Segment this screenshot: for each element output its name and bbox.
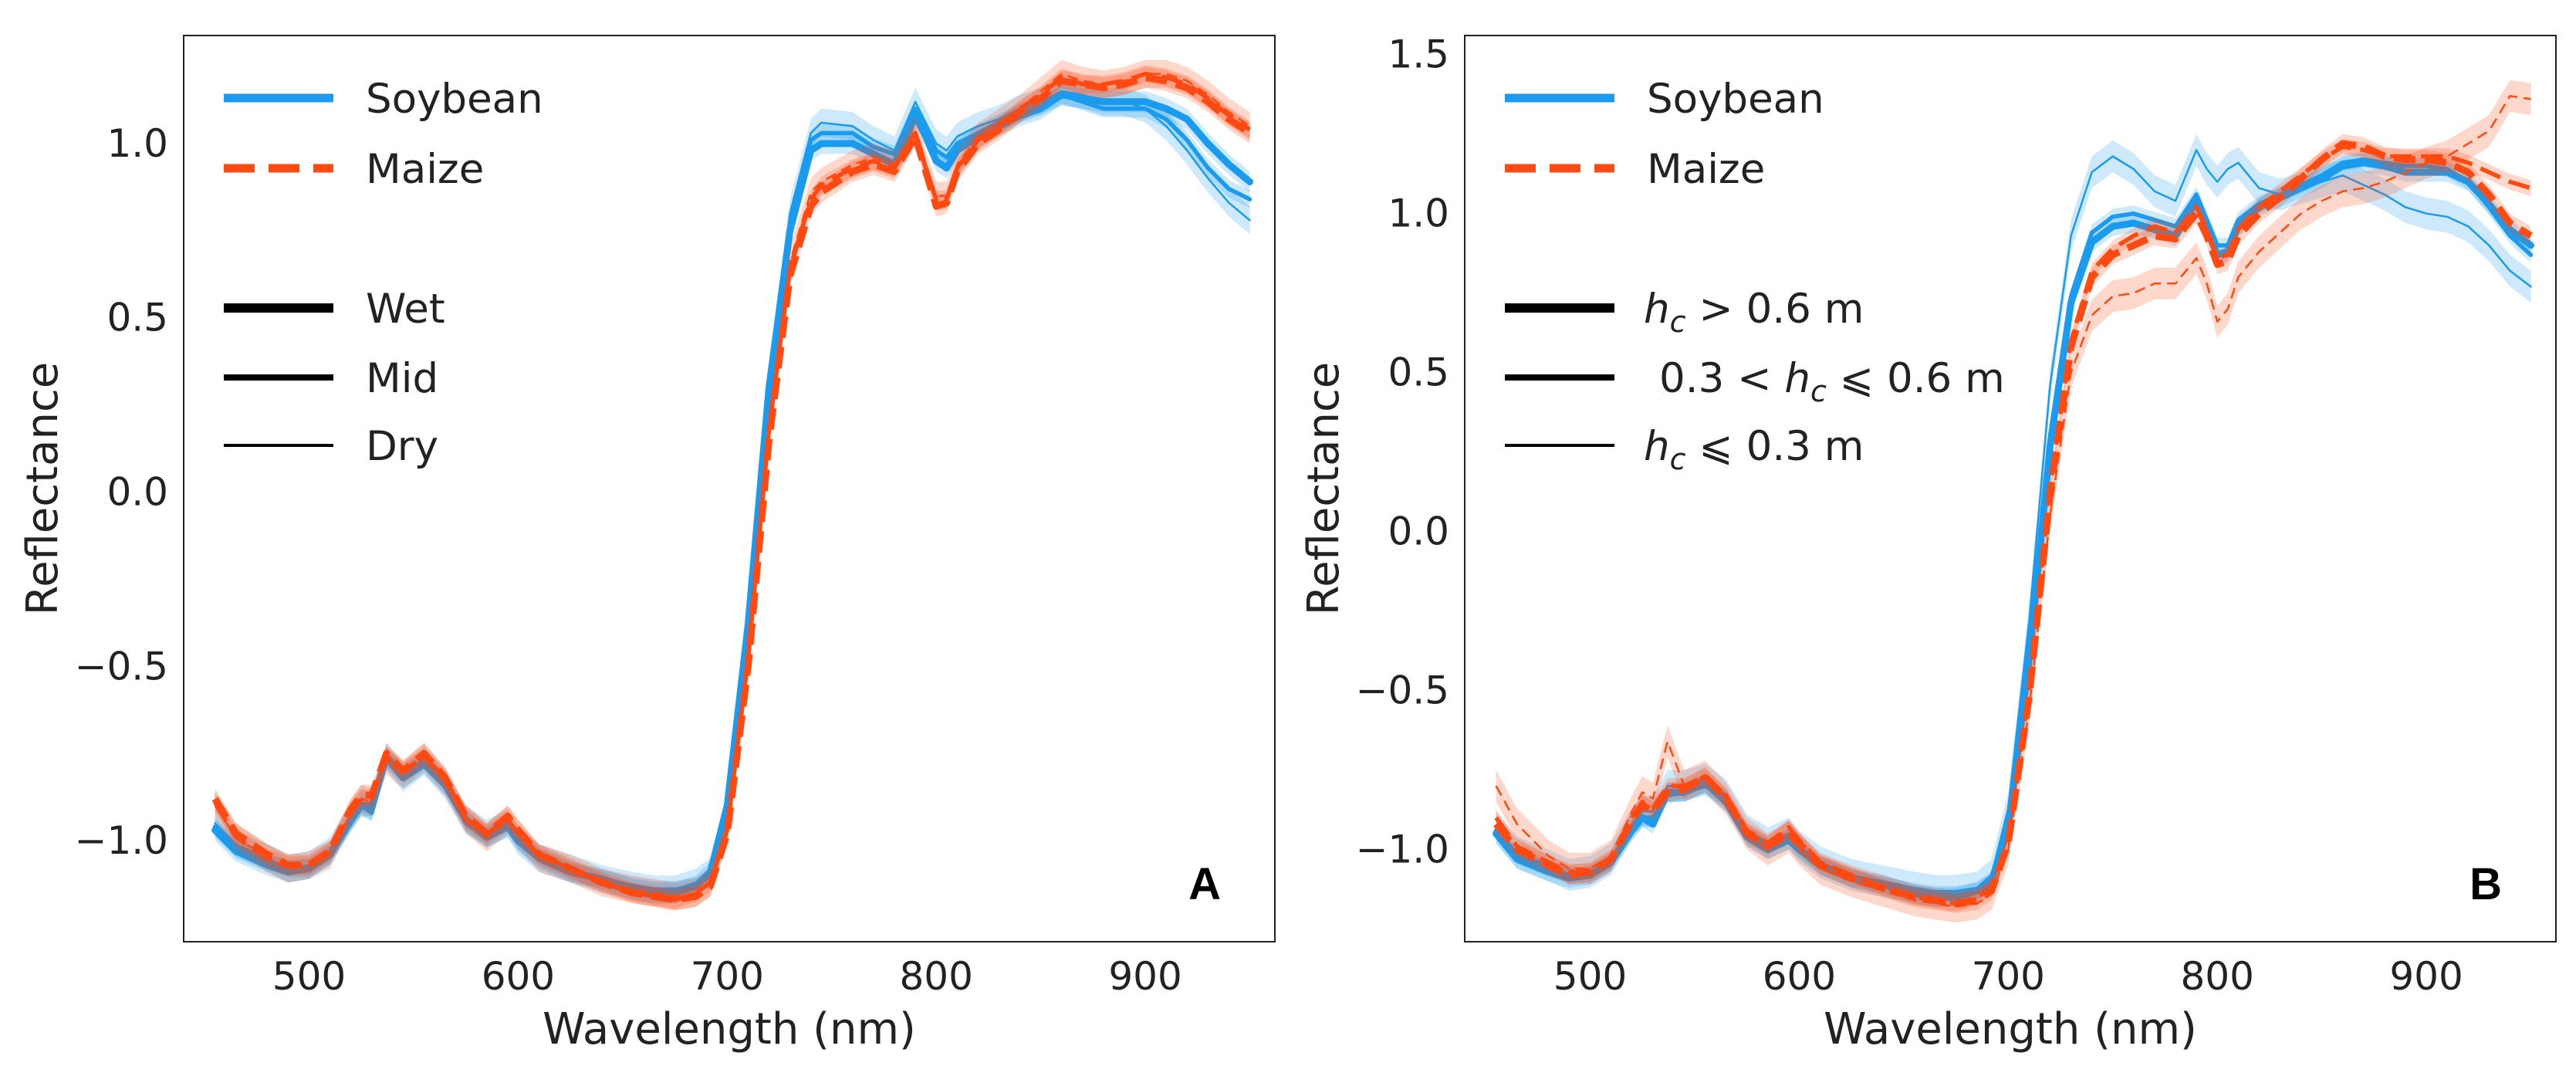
x-tick-label: 500 — [272, 954, 346, 999]
legend-label-wet: Wet — [366, 286, 445, 333]
y-tick-label: −1.0 — [1356, 827, 1449, 872]
series-line-maize-dry — [214, 73, 1251, 898]
x-tick-label: 900 — [2389, 954, 2463, 999]
series-layer — [211, 59, 1253, 911]
ticks-layer: 500 600 700 800 900 −1.0 −0.5 0.0 0.5 1.0 1.5 — [1356, 32, 2463, 999]
series-line-maize-thin — [1495, 95, 2531, 908]
x-tick-label: 900 — [1108, 954, 1182, 999]
legend-label-height-mid: 0.3 < hc ⩽ 0.6 m — [1659, 355, 2005, 408]
y-tick-label: 0.0 — [106, 470, 168, 515]
x-tick-label: 500 — [1553, 954, 1627, 999]
y-tick-label: −1.0 — [75, 818, 168, 863]
ticks-layer: 500 600 700 800 900 −1.0 −0.5 0.0 0.5 1.0 — [75, 121, 1182, 999]
series-line-maize-mid — [213, 71, 1252, 902]
y-tick-label: 1.0 — [1388, 191, 1449, 236]
panel-label: A — [1188, 859, 1221, 909]
y-axis-label: Reflectance — [1299, 362, 1349, 615]
legend: Soybean Maize hc > 0.6 m 0.3 < hc ⩽ 0.6 … — [1505, 76, 2005, 476]
y-tick-label: −0.5 — [75, 644, 168, 689]
x-tick-label: 700 — [1972, 954, 2045, 999]
panel-b: 500 600 700 800 900 −1.0 −0.5 0.0 0.5 1.0 1.5 Wave… — [1299, 32, 2557, 1054]
y-tick-label: 1.0 — [106, 121, 168, 166]
series-band-maize-thin — [1496, 80, 2531, 923]
legend-label-soybean: Soybean — [1647, 76, 1824, 123]
legend-label-mid: Mid — [366, 355, 438, 402]
series-line-maize-thick — [1493, 140, 2533, 908]
x-tick-label: 700 — [691, 954, 764, 999]
legend-label-height-short: hc ⩽ 0.3 m — [1644, 423, 1864, 476]
series-line-soybean-dry — [214, 90, 1251, 891]
x-axis-label: Wavelength (nm) — [543, 1004, 916, 1054]
series-band-soybean-thin — [1496, 134, 2531, 907]
x-axis-label: Wavelength (nm) — [1824, 1004, 2197, 1054]
x-tick-label: 800 — [2180, 954, 2253, 999]
legend-label-height-tall: hc > 0.6 m — [1644, 286, 1864, 339]
panel-a: 500 600 700 800 900 −1.0 −0.5 0.0 0.5 1.0 Wavelen… — [18, 35, 1276, 1054]
x-tick-label: 800 — [899, 954, 972, 999]
y-tick-label: −0.5 — [1356, 668, 1449, 713]
y-tick-label: 0.5 — [106, 296, 168, 340]
legend: Soybean Maize Wet Mid Dry — [224, 76, 543, 470]
legend-label-maize: Maize — [366, 146, 484, 193]
series-line-maize-medium — [1494, 144, 2532, 906]
y-axis-label: Reflectance — [18, 362, 68, 615]
panel-label: B — [2470, 859, 2502, 909]
x-tick-label: 600 — [482, 954, 555, 999]
y-tick-label: 0.5 — [1388, 350, 1449, 395]
y-tick-label: 0.0 — [1388, 509, 1449, 554]
x-tick-label: 600 — [1763, 954, 1836, 999]
legend-label-dry: Dry — [366, 423, 438, 470]
legend-label-maize: Maize — [1647, 146, 1765, 193]
y-tick-label: 1.5 — [1388, 32, 1449, 77]
series-layer — [1493, 80, 2534, 923]
legend-label-soybean: Soybean — [366, 76, 543, 123]
